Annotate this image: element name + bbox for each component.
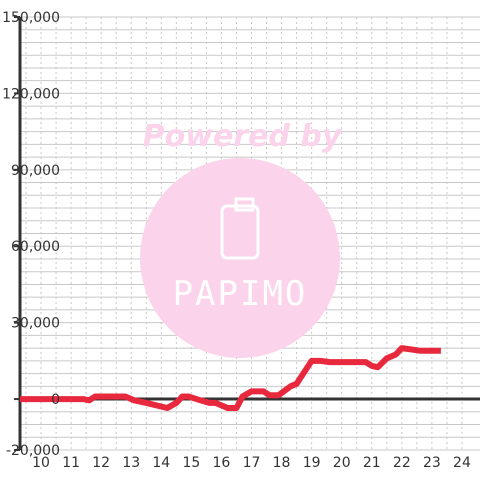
x-tick-label: 14 (152, 455, 170, 471)
watermark-text: Powered by (143, 119, 343, 154)
x-tick-label: 16 (213, 455, 231, 471)
x-tick-label: 15 (182, 455, 200, 471)
y-tick-label: 150,000 (2, 10, 60, 26)
x-tick-label: 23 (423, 455, 441, 471)
y-tick-label: 120,000 (2, 86, 60, 102)
watermark: Powered by PAPIMO (140, 119, 343, 358)
x-tick-label: 20 (333, 455, 351, 471)
x-tick-label: 24 (453, 455, 471, 471)
tick-labels: 150,000 120,000 90,000 60,000 30,000 0 -20,000… (2, 10, 471, 471)
x-tick-label: 18 (273, 455, 291, 471)
x-tick-label: 11 (62, 455, 80, 471)
x-tick-label: 10 (32, 455, 50, 471)
y-tick-label: 60,000 (11, 239, 60, 255)
x-tick-label: 21 (363, 455, 381, 471)
x-tick-label: 17 (243, 455, 261, 471)
y-tick-label: -20,000 (6, 443, 60, 459)
y-tick-label: 90,000 (11, 163, 60, 179)
x-tick-label: 19 (303, 455, 321, 471)
x-tick-label: 13 (122, 455, 140, 471)
y-tick-label: 0 (51, 392, 60, 408)
series (20, 345, 441, 411)
x-tick-label: 22 (393, 455, 411, 471)
x-tick-label: 12 (92, 455, 110, 471)
phone-icon (220, 197, 260, 260)
series-line (20, 345, 441, 411)
y-tick-label: 30,000 (11, 316, 60, 332)
watermark-logo-text: PAPIMO (173, 274, 308, 314)
